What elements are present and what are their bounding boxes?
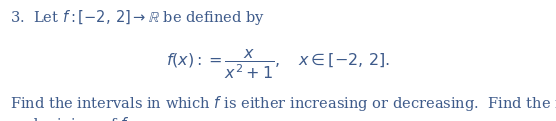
Text: $f(x) := \dfrac{x}{x^2+1}, \quad x \in [-2,\, 2].$: $f(x) := \dfrac{x}{x^2+1}, \quad x \in […	[166, 48, 390, 81]
Text: 3.  Let $f : [-2,\, 2] \rightarrow \mathbb{R}$ be defined by: 3. Let $f : [-2,\, 2] \rightarrow \mathb…	[10, 8, 265, 27]
Text: Find the intervals in which $f$ is either increasing or decreasing.  Find the ma: Find the intervals in which $f$ is eithe…	[10, 94, 556, 113]
Text: and minima of $f$.: and minima of $f$.	[10, 116, 131, 121]
